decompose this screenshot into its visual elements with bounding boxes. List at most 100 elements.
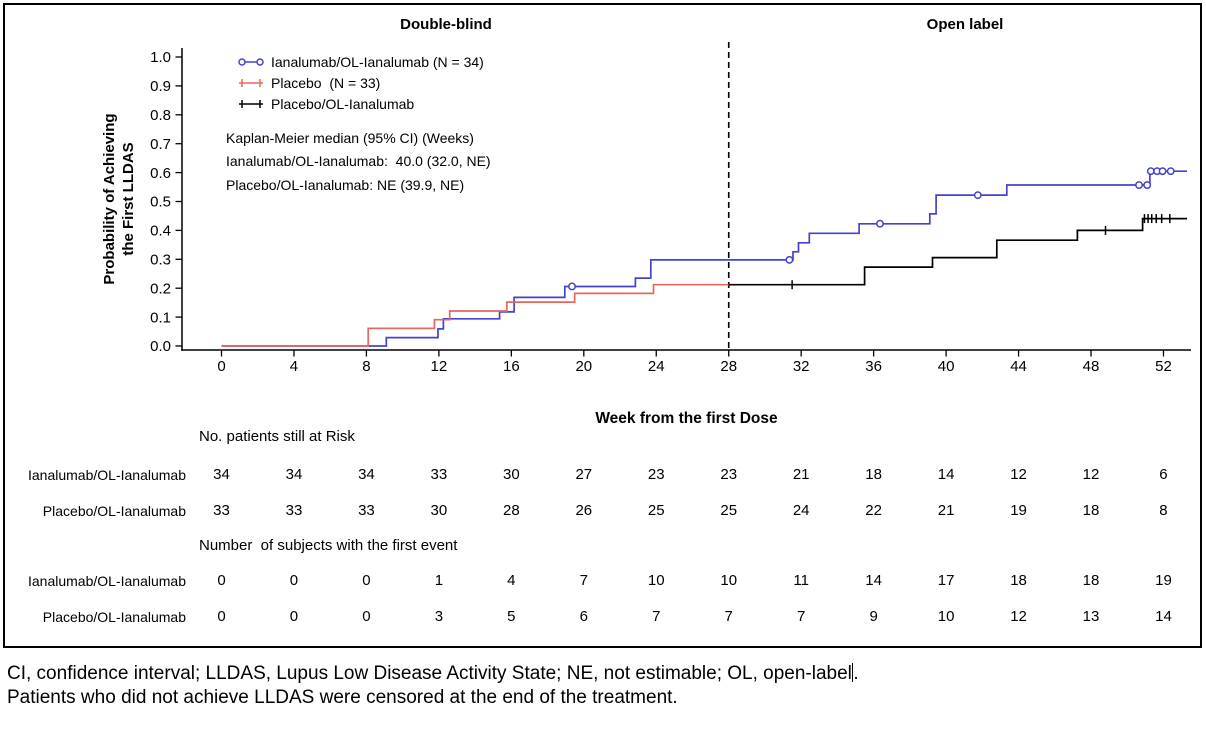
censor-circle bbox=[785, 255, 794, 264]
risk-row-label-placebo: Placebo/OL-Ianalumab bbox=[42, 503, 186, 519]
risk-cell: 28 bbox=[502, 502, 520, 519]
x-tick-label: 0 bbox=[217, 358, 225, 375]
y-tick-label: 0.9 bbox=[150, 78, 171, 95]
event-row-label-placebo: Placebo/OL-Ianalumab bbox=[42, 609, 186, 625]
phase-label-double-blind: Double-blind bbox=[400, 16, 492, 33]
legend-marker-plus bbox=[239, 100, 263, 108]
risk-cell: 30 bbox=[502, 466, 520, 483]
legend-label: Ianalumab/OL-Ianalumab (N = 34) bbox=[271, 54, 484, 70]
figure-border bbox=[3, 3, 1202, 648]
event-cell: 3 bbox=[434, 608, 444, 625]
event-cell: 10 bbox=[937, 608, 955, 625]
risk-cell: 27 bbox=[575, 466, 593, 483]
footnote-line1-period: . bbox=[853, 663, 859, 684]
legend-marker-plus bbox=[239, 79, 263, 87]
event-cell: 9 bbox=[869, 608, 878, 625]
footnote-line1-text: CI, confidence interval; LLDAS, Lupus Lo… bbox=[7, 663, 852, 684]
footnote: CI, confidence interval; LLDAS, Lupus Lo… bbox=[7, 662, 859, 710]
risk-cell: 25 bbox=[720, 502, 738, 519]
risk-cell: 33 bbox=[430, 466, 448, 483]
event-cell: 14 bbox=[1155, 608, 1172, 625]
x-tick-label: 36 bbox=[865, 358, 882, 375]
y-tick-label: 0.0 bbox=[150, 338, 171, 355]
censor-circle bbox=[1166, 167, 1175, 176]
risk-cell: 21 bbox=[792, 466, 810, 483]
censor-circle bbox=[1135, 181, 1143, 189]
x-tick-label: 44 bbox=[1010, 358, 1027, 375]
risk-table-header: No. patients still at Risk bbox=[199, 428, 355, 445]
event-table-header: Number of subjects with the first event bbox=[199, 537, 458, 554]
x-tick-label: 32 bbox=[793, 358, 810, 375]
risk-cell: 30 bbox=[430, 502, 448, 519]
km-curve-Ianalumab/OL-Ianalumab bbox=[221, 170, 1187, 347]
event-cell: 18 bbox=[1010, 572, 1027, 589]
risk-cell: 33 bbox=[213, 502, 230, 519]
km-median-placebo: Placebo/OL-Ianalumab: NE (39.9, NE) bbox=[226, 177, 465, 193]
risk-cell: 14 bbox=[937, 466, 955, 483]
risk-cell: 8 bbox=[1159, 502, 1168, 519]
risk-cell: 25 bbox=[647, 502, 665, 519]
event-cell: 7 bbox=[724, 608, 733, 625]
y-axis-title-line2: the First LLDAS bbox=[120, 142, 137, 256]
km-median-title: Kaplan-Meier median (95% CI) (Weeks) bbox=[226, 130, 474, 146]
event-cell: 10 bbox=[647, 572, 665, 589]
x-tick-label: 24 bbox=[648, 358, 665, 375]
event-cell: 0 bbox=[289, 572, 299, 589]
km-median-ianalumab: Ianalumab/OL-Ianalumab: 40.0 (32.0, NE) bbox=[226, 153, 491, 169]
footnote-line1: CI, confidence interval; LLDAS, Lupus Lo… bbox=[7, 662, 859, 686]
risk-cell: 18 bbox=[865, 466, 882, 483]
event-cell: 7 bbox=[579, 572, 588, 589]
x-tick-label: 20 bbox=[575, 358, 592, 375]
x-tick-label: 28 bbox=[720, 358, 737, 375]
y-tick-label: 0.4 bbox=[150, 223, 171, 240]
y-tick-label: 0.5 bbox=[150, 194, 171, 211]
event-cell: 7 bbox=[797, 608, 806, 625]
y-tick-label: 0.2 bbox=[150, 280, 171, 297]
event-cell: 4 bbox=[507, 572, 516, 589]
footnote-line2: Patients who did not achieve LLDAS were … bbox=[7, 687, 678, 708]
censor-circle bbox=[568, 282, 576, 291]
event-cell: 0 bbox=[289, 608, 299, 625]
censor-circle bbox=[973, 191, 982, 200]
x-tick-label: 12 bbox=[431, 358, 448, 375]
event-cell: 14 bbox=[865, 572, 882, 589]
risk-cell: 19 bbox=[1010, 502, 1027, 519]
legend-item: Placebo (N = 33) bbox=[238, 74, 380, 92]
event-cell: 17 bbox=[937, 572, 955, 589]
x-tick-label: 48 bbox=[1083, 358, 1100, 375]
event-cell: 19 bbox=[1155, 572, 1172, 589]
legend-label: Placebo (N = 33) bbox=[271, 75, 381, 91]
y-tick-label: 0.8 bbox=[150, 107, 171, 124]
legend-item: Placebo/OL-Ianalumab bbox=[238, 95, 414, 113]
risk-cell: 26 bbox=[575, 502, 593, 519]
y-tick-label: 1.0 bbox=[150, 49, 171, 66]
event-cell: 13 bbox=[1082, 608, 1100, 625]
text-cursor bbox=[851, 663, 854, 682]
risk-cell: 24 bbox=[792, 502, 810, 519]
phase-label-open-label: Open label bbox=[926, 16, 1004, 33]
event-cell: 12 bbox=[1010, 608, 1027, 625]
risk-row-label-ianalumab: Ianalumab/OL-Ianalumab bbox=[28, 467, 186, 483]
x-tick-label: 52 bbox=[1155, 358, 1172, 375]
x-axis-title: Week from the first Dose bbox=[595, 410, 778, 427]
event-row-label-ianalumab: Ianalumab/OL-Ianalumab bbox=[28, 573, 186, 589]
event-cell: 0 bbox=[362, 608, 371, 625]
risk-cell: 34 bbox=[213, 466, 230, 483]
legend-label: Placebo/OL-Ianalumab bbox=[271, 96, 415, 112]
y-tick-label: 0.6 bbox=[150, 165, 171, 182]
risk-cell: 33 bbox=[358, 502, 375, 519]
risk-cell: 22 bbox=[865, 502, 882, 519]
event-cell: 0 bbox=[217, 572, 226, 589]
risk-cell: 23 bbox=[647, 466, 665, 483]
event-cell: 10 bbox=[720, 572, 738, 589]
censor-circle bbox=[1143, 181, 1152, 189]
event-cell: 1 bbox=[434, 572, 444, 589]
x-tick-label: 40 bbox=[938, 358, 955, 375]
legend-marker-circle bbox=[238, 58, 264, 66]
risk-cell: 23 bbox=[720, 466, 738, 483]
y-tick-label: 0.1 bbox=[150, 309, 171, 326]
x-tick-label: 8 bbox=[362, 358, 370, 375]
event-cell: 0 bbox=[217, 608, 226, 625]
km-curve-Placebo bbox=[221, 283, 729, 347]
